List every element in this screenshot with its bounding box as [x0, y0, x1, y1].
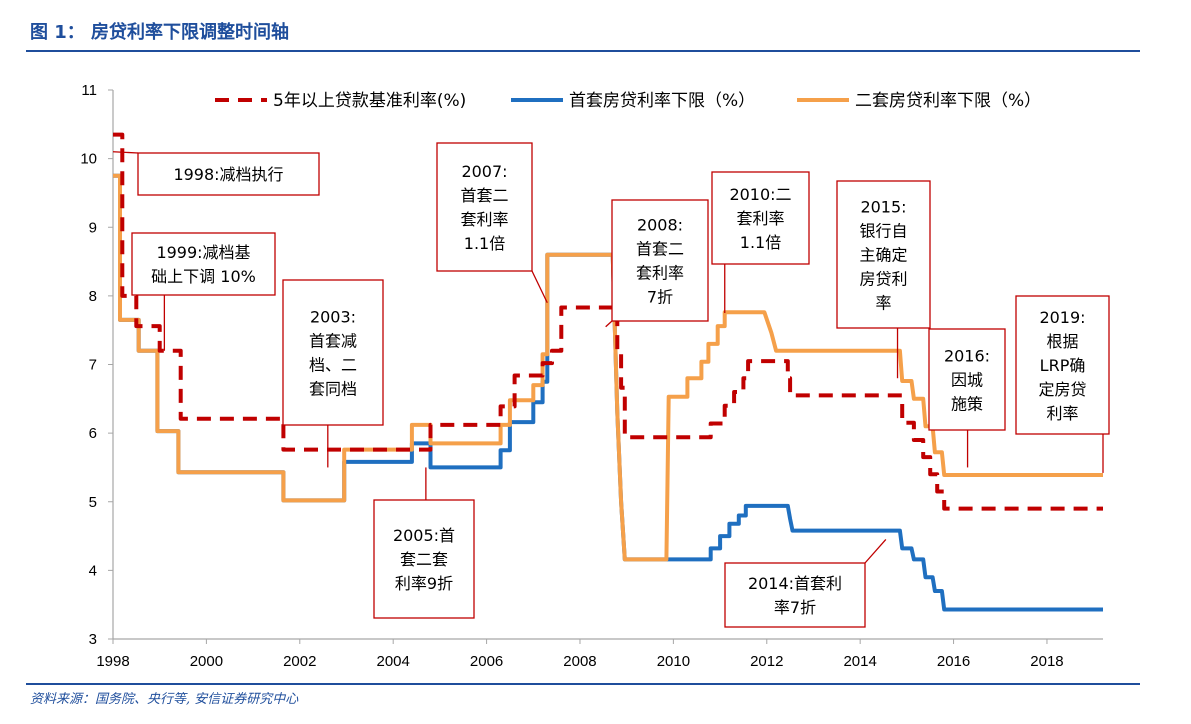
annotation-text: 1998:减档执行	[173, 165, 283, 184]
annotation-text: 2007:	[461, 162, 507, 181]
annotation-box	[724, 562, 866, 628]
annotation-text: 施策	[951, 395, 983, 414]
annotation-box	[282, 279, 384, 426]
x-tick-label: 2008	[563, 653, 596, 670]
top-rule	[26, 50, 1140, 52]
y-tick-label: 9	[89, 219, 97, 236]
annotation-text: 房贷利	[859, 270, 907, 289]
annotation-connector	[112, 151, 139, 154]
annotation-box	[131, 232, 276, 296]
annotation-text: 主确定	[859, 246, 907, 265]
legend-label: 5年以上贷款基准利率(%)	[273, 91, 466, 111]
y-tick-label: 8	[89, 288, 97, 305]
annotation-connector	[864, 539, 887, 564]
annotation-text: 2015:	[860, 198, 906, 217]
y-tick-label: 7	[89, 357, 97, 374]
x-tick-label: 2006	[470, 653, 503, 670]
annotation-text: LRP确	[1040, 356, 1086, 375]
annotation-text: 2019:	[1039, 308, 1085, 327]
x-tick-label: 2004	[377, 653, 410, 670]
legend-label: 二套房贷利率下限（%）	[855, 91, 1041, 111]
x-tick-label: 1998	[96, 653, 129, 670]
x-tick-label: 2012	[750, 653, 783, 670]
annotation-text: 银行自	[859, 222, 907, 241]
annotation-text: 首套二	[460, 186, 508, 205]
annotation-text: 套二套	[400, 550, 448, 569]
y-tick-label: 5	[89, 494, 97, 511]
y-tick-label: 6	[89, 425, 97, 442]
y-tick-label: 4	[89, 562, 97, 579]
annotation-text: 础上下调 10%	[151, 267, 256, 286]
annotation-box	[611, 199, 709, 322]
annotation-text: 2010:二	[729, 185, 791, 204]
annotation-box	[836, 180, 931, 329]
source-note: 资料来源：国务院、央行等, 安信证券研究中心	[30, 692, 299, 707]
annotation-text: 2016:	[944, 347, 990, 366]
x-tick-label: 2000	[190, 653, 223, 670]
annotation-text: 首套减	[309, 332, 357, 351]
legend: 5年以上贷款基准利率(%) 首套房贷利率下限（%） 二套房贷利率下限（%）	[215, 91, 1041, 111]
annotation-text: 利率9折	[395, 574, 453, 593]
x-tick-label: 2002	[283, 653, 316, 670]
annotation-connector	[605, 320, 613, 328]
x-tick-label: 2018	[1030, 653, 1063, 670]
annotation-text: 因城	[951, 371, 983, 390]
annotation-box	[711, 171, 810, 265]
annotation-box	[373, 499, 475, 619]
annotation-text: 率	[875, 294, 891, 313]
annotation-text: 率7折	[774, 598, 816, 617]
annotation-box	[928, 328, 1006, 431]
annotation-text: 定房贷	[1038, 380, 1086, 399]
annotation-text: 7折	[647, 288, 673, 307]
y-tick-label: 3	[89, 631, 97, 648]
annotation-text: 档、二	[309, 356, 357, 375]
y-tick-label: 10	[80, 151, 97, 168]
bottom-rule	[26, 683, 1140, 685]
series-line-benchmark	[113, 132, 1103, 511]
annotation-text: 1999:减档基	[156, 243, 250, 262]
annotation-text: 首套二	[636, 240, 684, 259]
x-tick-label: 2014	[843, 653, 876, 670]
annotation-box	[1015, 295, 1110, 435]
figure-title: 图 1： 房贷利率下限调整时间轴	[30, 22, 290, 43]
annotation-box	[137, 152, 320, 196]
annotation-text: 套利率	[460, 210, 508, 229]
annotation-text: 利率	[1046, 404, 1078, 423]
x-tick-label: 2016	[937, 653, 970, 670]
y-tick-label: 11	[81, 82, 97, 99]
annotation-text: 1.1倍	[740, 233, 781, 252]
axes: 3 4 5 6 7 8 9 10 11 1998 2000 2002 2004 2006 2008 2010 2…	[80, 82, 1103, 670]
series-line-second-home	[113, 173, 1103, 562]
annotation-text: 根据	[1046, 332, 1078, 351]
x-tick-label: 2010	[657, 653, 690, 670]
annotation-connector	[531, 270, 548, 304]
annotation-text: 套利率	[736, 209, 784, 228]
annotation-box	[436, 142, 533, 272]
annotation-text: 套同档	[309, 380, 357, 399]
annotation-text: 2003:	[310, 308, 356, 327]
annotation-text: 2005:首	[393, 526, 455, 545]
annotation-text: 2008:	[637, 216, 683, 235]
annotation-1998: 1998:减档执行	[112, 151, 320, 196]
annotation-text: 1.1倍	[464, 234, 505, 253]
annotation-text: 套利率	[636, 264, 684, 283]
legend-label: 首套房贷利率下限（%）	[569, 91, 755, 111]
annotation-text: 2014:首套利	[748, 574, 842, 593]
